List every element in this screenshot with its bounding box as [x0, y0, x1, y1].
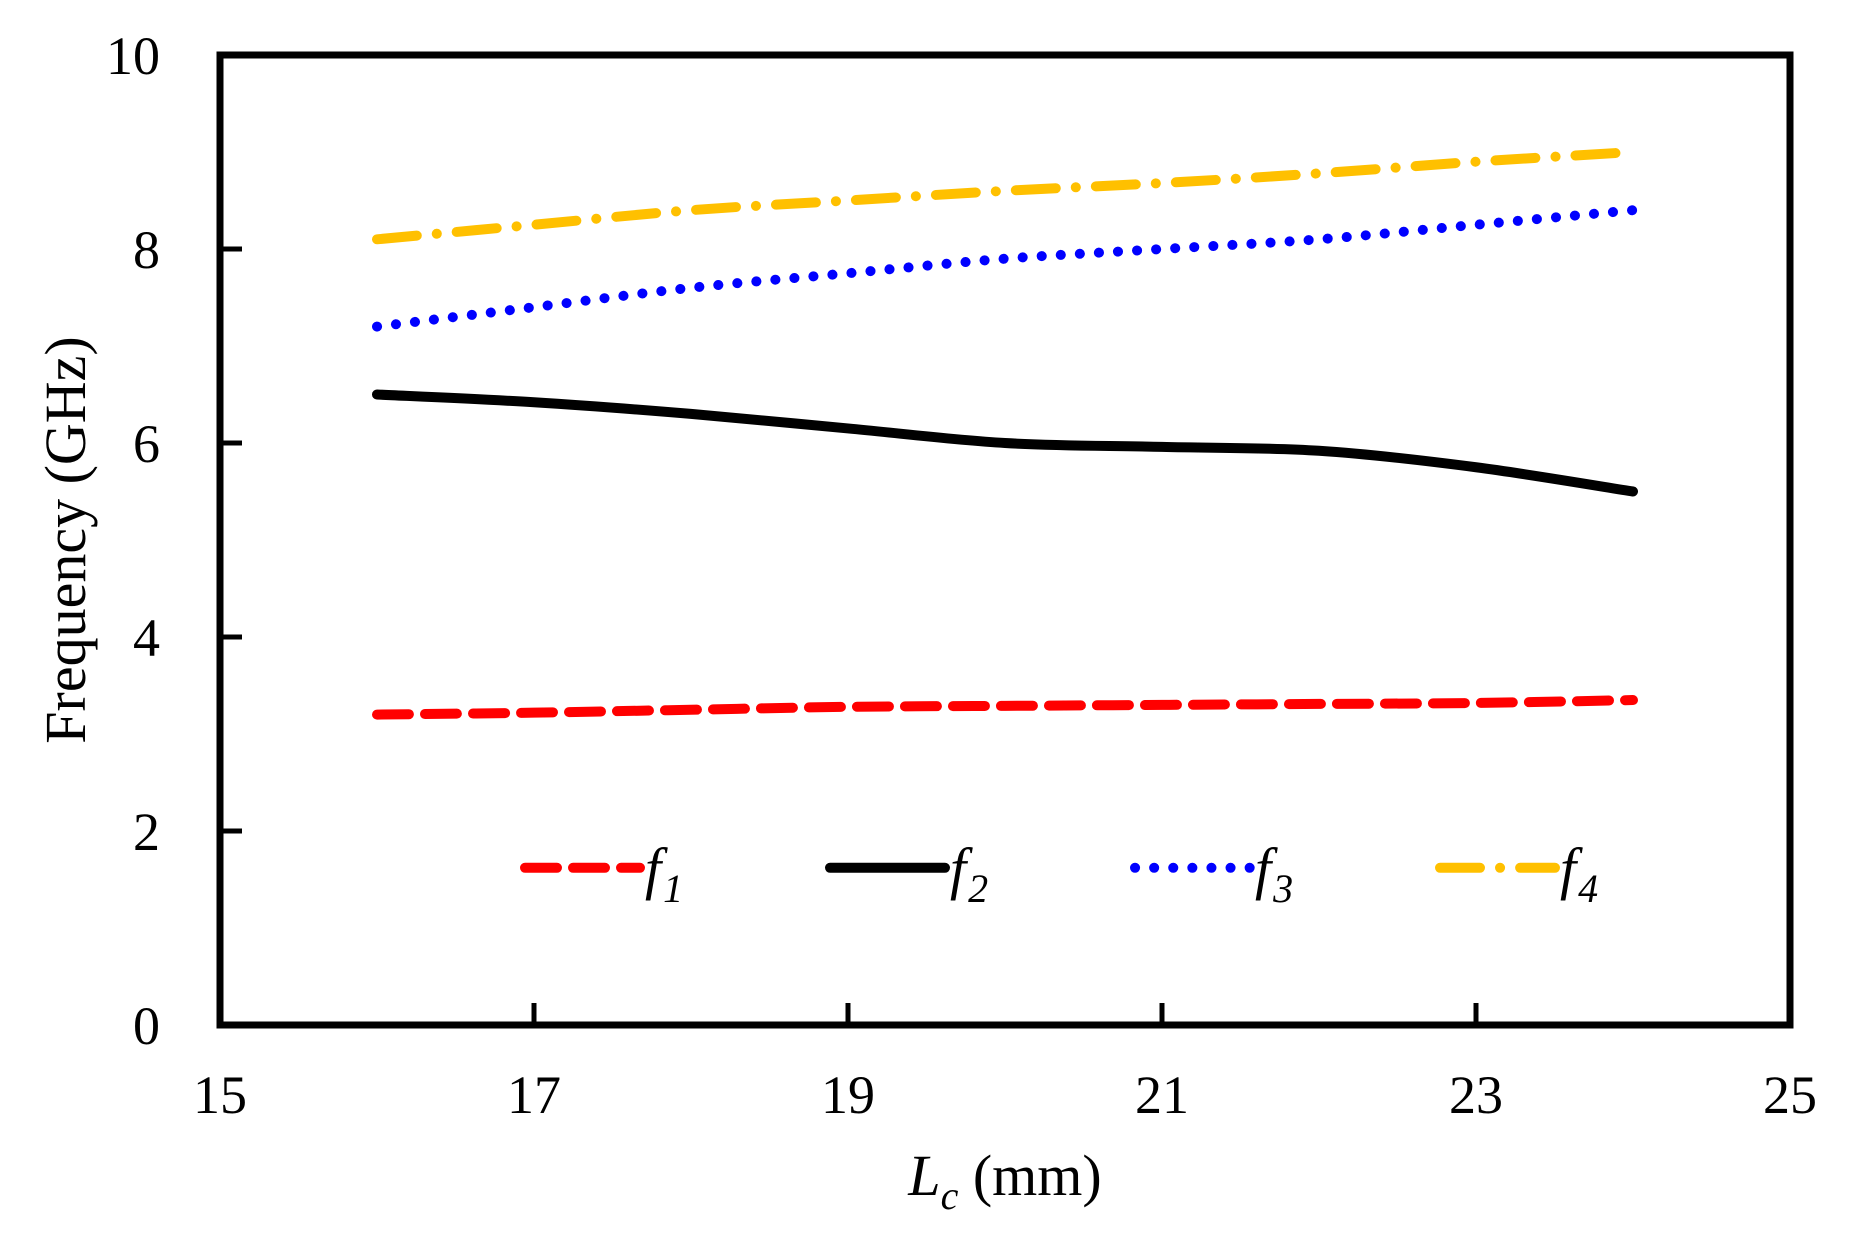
x-axis-title: Lc (mm): [907, 1143, 1101, 1218]
legend: f1 f2 f3 f4: [520, 836, 1598, 911]
legend-label-f3: f3: [1255, 836, 1293, 911]
y-tick-label: 6: [133, 414, 160, 474]
series-line-f3: [372, 205, 1638, 332]
series-line-f2: [372, 389, 1638, 497]
x-axis-title-unit: (mm): [958, 1143, 1101, 1208]
x-axis-title-main: L: [907, 1143, 940, 1208]
y-tick-label: 10: [106, 26, 160, 86]
y-tick-label: 0: [133, 996, 160, 1056]
series-line-f1: [372, 695, 1638, 720]
y-axis-ticks: 0 2 4 6 8 10: [106, 26, 242, 1056]
x-axis-title-sub: c: [941, 1173, 959, 1218]
y-tick-label: 4: [133, 608, 160, 668]
plot-frame: [216, 51, 1794, 1029]
legend-label-f2: f2: [950, 836, 988, 911]
x-tick-label: 21: [1135, 1065, 1189, 1125]
x-tick-label: 17: [507, 1065, 561, 1125]
legend-label-f4: f4: [1560, 836, 1598, 911]
y-tick-label: 2: [133, 802, 160, 862]
x-tick-label: 25: [1763, 1065, 1817, 1125]
y-axis-title: Frequency (GHz): [33, 336, 98, 743]
plot-lines: [372, 147, 1638, 720]
x-tick-label: 23: [1449, 1065, 1503, 1125]
y-tick-label: 8: [133, 220, 160, 280]
x-axis-ticks: 15 17 19 21 23 25: [193, 1003, 1817, 1125]
x-tick-label: 19: [821, 1065, 875, 1125]
series-line-f4: [372, 147, 1638, 245]
x-tick-label: 15: [193, 1065, 247, 1125]
legend-label-f1: f1: [645, 836, 683, 911]
